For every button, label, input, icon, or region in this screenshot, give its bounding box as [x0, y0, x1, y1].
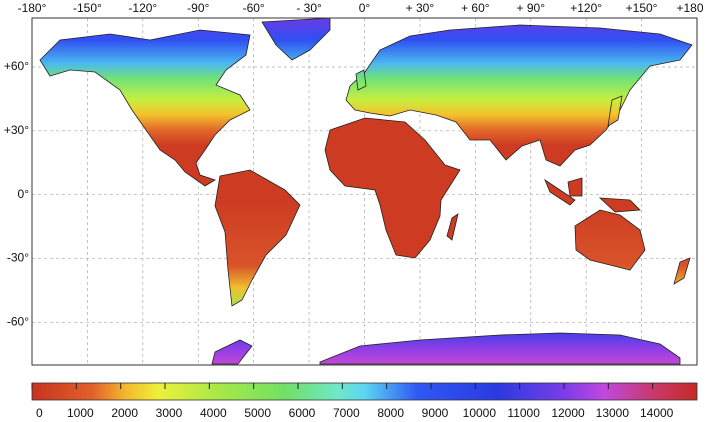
lat-tick-label: +30°	[4, 123, 29, 137]
colorbar-tick-label: 6000	[289, 406, 316, 420]
lat-tick-label: +60°	[4, 59, 29, 73]
colorbar-tick-label: 8000	[377, 406, 404, 420]
land	[39, 17, 693, 365]
lon-tick-label: -150°	[73, 1, 102, 15]
colorbar	[31, 382, 698, 401]
colorbar-tick-label: 7000	[333, 406, 360, 420]
new-zealand	[673, 257, 691, 285]
lon-tick-label: + 90°	[517, 1, 546, 15]
eurasia	[345, 24, 693, 167]
lat-tick-label: -60°	[7, 315, 29, 329]
lon-tick-label: +120°	[570, 1, 602, 15]
colorbar-tick-label: 5000	[244, 406, 271, 420]
colorbar-tick-label: 9000	[422, 406, 449, 420]
colorbar-tick-label: 2000	[111, 406, 138, 420]
colorbar-tick-label: 3000	[156, 406, 183, 420]
lon-tick-label: -180°	[18, 1, 47, 15]
colorbar-tick-label: 12000	[551, 406, 585, 420]
greenland	[261, 17, 331, 61]
lon-tick-label: -60°	[243, 1, 265, 15]
britain	[355, 69, 367, 91]
lon-tick-label: - 30°	[296, 1, 322, 15]
colorbar-tick-label: 14000	[640, 406, 674, 420]
australia	[574, 209, 646, 271]
lon-tick-label: +150°	[626, 1, 658, 15]
lat-tick-label: -30°	[7, 251, 29, 265]
south-america	[214, 169, 301, 307]
colorbar-tick-label: 1000	[67, 406, 94, 420]
colorbar-tick-label: 10000	[463, 406, 497, 420]
lon-tick-label: + 60°	[461, 1, 490, 15]
colorbar-tick-label: 4000	[200, 406, 227, 420]
map-frame	[31, 17, 698, 366]
colorbar-tick-label: 11000	[507, 406, 540, 420]
africa	[324, 117, 461, 259]
north-america	[39, 29, 251, 187]
lon-tick-label: + 30°	[406, 1, 435, 15]
indonesia	[544, 177, 641, 213]
colorbar-tick-label: 13000	[596, 406, 630, 420]
madagascar	[446, 213, 459, 241]
lon-tick-label: +180	[676, 1, 703, 15]
lon-tick-label: 0°	[359, 1, 371, 15]
lon-tick-label: -90°	[187, 1, 209, 15]
colorbar-tick-label: 0	[36, 406, 43, 420]
japan	[607, 95, 623, 127]
lat-tick-label: 0°	[18, 187, 30, 201]
lon-tick-label: -120°	[128, 1, 157, 15]
labels: -180° -150° -120° -90° -60° - 30° 0° + 30° + 60°…	[4, 1, 704, 420]
antarctica	[211, 332, 681, 365]
